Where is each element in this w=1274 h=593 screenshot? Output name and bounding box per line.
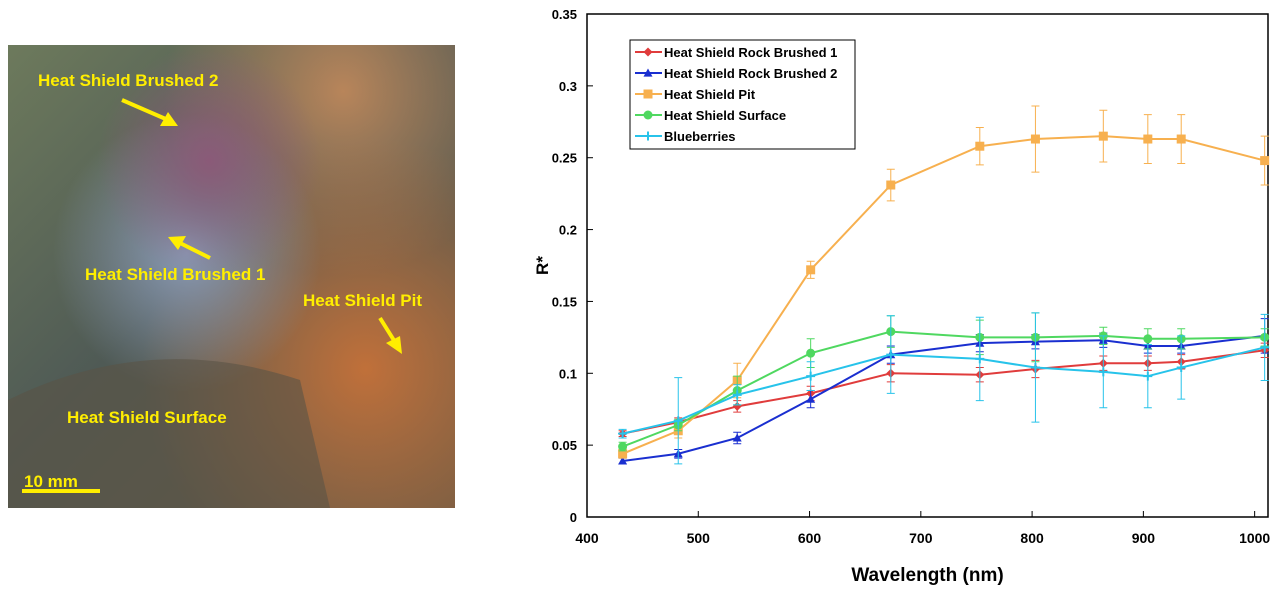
marker <box>1143 371 1153 381</box>
x-tick-label: 400 <box>575 530 599 546</box>
y-tick-label: 0.1 <box>559 366 577 381</box>
arrow <box>121 98 169 122</box>
marker <box>673 416 683 426</box>
x-tick-label: 900 <box>1132 530 1156 546</box>
series-line <box>622 330 1265 448</box>
marker <box>618 442 628 452</box>
y-tick-label: 0.3 <box>559 79 577 94</box>
arrow-head <box>386 336 402 354</box>
marker <box>618 456 628 465</box>
x-tick-label: 700 <box>909 530 933 546</box>
x-tick-label: 1000 <box>1239 530 1270 546</box>
marker <box>1176 363 1186 373</box>
marker <box>1030 134 1040 144</box>
photo-region <box>8 359 330 508</box>
marker <box>732 433 742 442</box>
x-axis-title: Wavelength (nm) <box>851 565 1003 586</box>
marker <box>1260 156 1270 166</box>
arrow <box>378 316 397 344</box>
series <box>618 318 1270 465</box>
legend-marker <box>643 68 653 77</box>
series-line <box>622 346 1265 435</box>
arrow-head <box>160 112 178 126</box>
marker <box>1030 363 1040 373</box>
series-line <box>622 334 1265 462</box>
legend-label: Heat Shield Rock Brushed 2 <box>664 66 837 81</box>
legend-label: Heat Shield Pit <box>664 87 756 102</box>
series <box>618 312 1270 452</box>
photo-label: Heat Shield Brushed 1 <box>85 265 265 284</box>
marker <box>618 449 628 459</box>
y-tick-label: 0 <box>570 510 577 525</box>
marker <box>806 371 816 381</box>
marker <box>806 348 816 358</box>
marker <box>732 390 742 400</box>
arrows <box>22 98 402 493</box>
marker <box>806 394 816 403</box>
arrow <box>179 241 211 260</box>
photo-label: Heat Shield Pit <box>303 291 422 310</box>
legend-marker <box>643 89 653 99</box>
marker <box>1143 334 1153 344</box>
marker <box>886 180 896 190</box>
y-axis-title: R* <box>533 256 552 275</box>
plot-frame <box>586 13 1269 518</box>
photo-label: Heat Shield Brushed 2 <box>38 71 218 90</box>
x-tick-label: 800 <box>1020 530 1044 546</box>
marker <box>975 354 985 364</box>
series <box>618 105 1270 459</box>
chart: 0 0.05 0.1 0.15 0.2 0.25 0.3 0.35 400 500 600 700 80… <box>533 7 1270 586</box>
photo-label: Heat Shield Surface <box>67 408 227 427</box>
x-tick-label: 500 <box>687 530 711 546</box>
y-tick-label: 0.2 <box>559 223 577 238</box>
series-line <box>622 349 1265 435</box>
y-tick-label: 0.35 <box>552 7 577 22</box>
series-line <box>622 135 1265 455</box>
marker <box>732 401 742 411</box>
marker <box>886 350 896 360</box>
scale-label: 10 mm <box>24 472 78 491</box>
marker <box>806 265 816 275</box>
legend-box <box>629 39 856 150</box>
photo-labels: Heat Shield Brushed 2 Heat Shield Brushe… <box>24 71 422 491</box>
legend-label: Heat Shield Surface <box>664 108 786 123</box>
arrow-head <box>168 236 186 250</box>
x-tick-label: 600 <box>798 530 822 546</box>
marker <box>975 141 985 151</box>
legend-marker <box>643 110 653 120</box>
marker <box>618 429 628 439</box>
marker <box>1143 134 1153 144</box>
legend-marker <box>643 131 653 141</box>
marker <box>1260 342 1270 352</box>
y-tick-label: 0.25 <box>552 151 577 166</box>
y-tick-label: 0.15 <box>552 294 577 309</box>
photo <box>8 45 455 508</box>
series <box>618 312 1270 465</box>
marker <box>1176 134 1186 144</box>
y-tick-label: 0.05 <box>552 438 577 453</box>
marker <box>1098 367 1108 377</box>
legend-marker <box>643 47 653 57</box>
legend-label: Heat Shield Rock Brushed 1 <box>664 45 837 60</box>
legend-label: Blueberries <box>664 129 736 144</box>
marker <box>1098 131 1108 141</box>
